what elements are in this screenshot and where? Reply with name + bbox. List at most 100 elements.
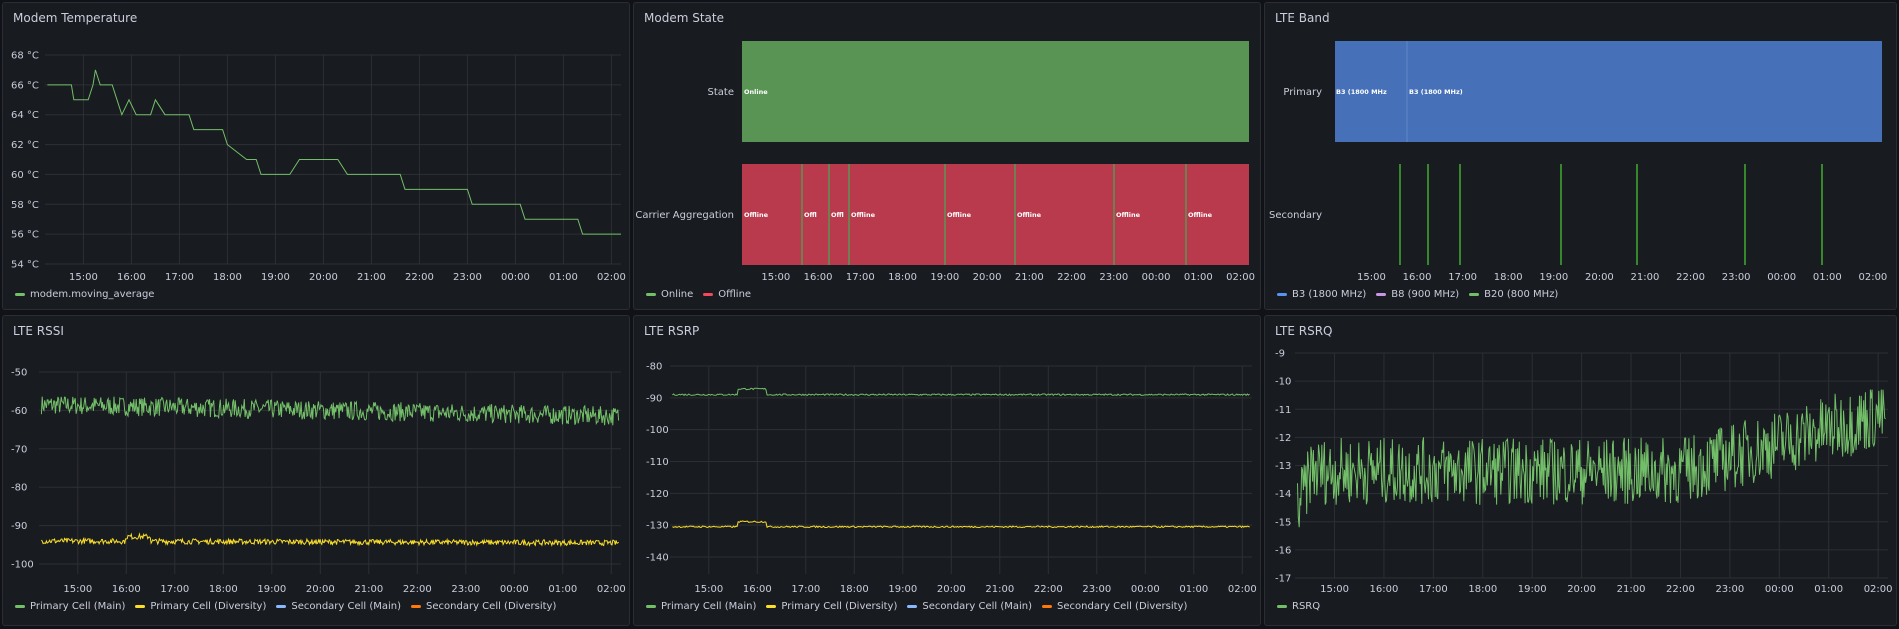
legend-label: Secondary Cell (Main) <box>922 601 1033 612</box>
x-tick-label: 16:00 <box>1370 584 1399 595</box>
legend-item[interactable]: Primary Cell (Main) <box>646 601 756 612</box>
legend-label: Primary Cell (Main) <box>661 601 757 612</box>
legend-item[interactable]: Secondary Cell (Diversity) <box>1042 601 1187 612</box>
x-tick-label: 02:00 <box>1864 584 1893 595</box>
x-tick-label: 22:00 <box>403 584 432 595</box>
lte-rsrq-chart[interactable]: -9 -10 -11 -12 -13 -14 -15 -16 -17 15:00 16:00 17:0… <box>1265 316 1896 625</box>
y-tick-label: -17 <box>1275 574 1291 585</box>
x-tick-label: 19:00 <box>1539 272 1568 283</box>
x-tick-label: 19:00 <box>261 272 290 283</box>
legend-swatch <box>15 605 25 608</box>
row-label-primary: Primary <box>1283 87 1322 98</box>
legend-item[interactable]: Primary Cell (Diversity) <box>766 601 897 612</box>
y-tick-label: -50 <box>11 368 27 379</box>
x-tick-label: 18:00 <box>1494 272 1523 283</box>
legend: Primary Cell (Main) Primary Cell (Diversi… <box>646 601 1187 612</box>
x-tick-label: 16:00 <box>112 584 141 595</box>
row-label-secondary: Secondary <box>1269 210 1322 221</box>
legend-label: B8 (900 MHz) <box>1391 289 1460 300</box>
x-tick-label: 00:00 <box>1765 584 1794 595</box>
x-tick-label: 18:00 <box>1468 584 1497 595</box>
x-tick-label: 19:00 <box>1518 584 1547 595</box>
panel-title: LTE RSSI <box>13 324 64 338</box>
state-online-bar <box>742 41 1249 142</box>
legend-item[interactable]: B8 (900 MHz) <box>1376 289 1459 300</box>
legend-item[interactable]: Secondary Cell (Main) <box>907 601 1032 612</box>
panel-lte-rsrq[interactable]: LTE RSRQ -9 -10 -11 -12 -13 -14 -15 -16 -17 15:00… <box>1264 315 1897 626</box>
legend-item[interactable]: Online <box>646 289 693 300</box>
y-tick-label: -11 <box>1275 405 1291 416</box>
y-tick-label: -100 <box>646 425 669 436</box>
panel-lte-rsrp[interactable]: LTE RSRP -80 -90 -100 -110 -120 -130 -140 15:00… <box>633 315 1261 626</box>
ca-bar-label: Offl <box>804 211 817 219</box>
panel-title: Modem Temperature <box>13 11 138 25</box>
y-tick-label: 54 °C <box>11 260 39 271</box>
legend-label: modem.moving_average <box>30 289 155 300</box>
x-tick-label: 20:00 <box>309 272 338 283</box>
y-tick-label: -70 <box>11 444 27 455</box>
x-tick-label: 19:00 <box>888 584 917 595</box>
x-tick-label: 02:00 <box>597 584 626 595</box>
legend-label: Secondary Cell (Diversity) <box>426 601 557 612</box>
legend-label: RSRQ <box>1292 601 1321 612</box>
x-tick-label: 18:00 <box>209 584 238 595</box>
x-tick-label: 22:00 <box>1676 272 1705 283</box>
y-tick-label: -80 <box>646 362 662 373</box>
x-tick-label: 20:00 <box>306 584 335 595</box>
rsrp-primary-diversity-line <box>672 520 1250 529</box>
lte-rsrp-chart[interactable]: -80 -90 -100 -110 -120 -130 -140 15:00 16:00 17:0… <box>634 316 1260 625</box>
state-bar-label: Online <box>744 88 768 96</box>
legend-swatch <box>1042 605 1053 608</box>
panel-title: LTE RSRQ <box>1275 324 1333 338</box>
x-tick-label: 15:00 <box>694 584 723 595</box>
x-tick-label: 16:00 <box>117 272 146 283</box>
y-tick-label: -15 <box>1275 517 1291 528</box>
lte-rssi-chart[interactable]: -50 -60 -70 -80 -90 -100 15:00 16:00 17:00 18:00 1… <box>3 316 629 625</box>
legend-item[interactable]: Secondary Cell (Diversity) <box>411 601 556 612</box>
x-tick-label: 00:00 <box>501 272 530 283</box>
primary-bar-label: B3 (1800 MHz <box>1336 88 1387 96</box>
legend-label: Online <box>661 289 694 300</box>
panel-lte-band[interactable]: LTE Band Primary Secondary B3 (1800 MHz B3 … <box>1264 2 1897 310</box>
x-tick-label: 00:00 <box>500 584 529 595</box>
x-tick-label: 23:00 <box>1715 584 1744 595</box>
modem-state-timeline[interactable]: State Carrier Aggregation Online Offline Off… <box>634 3 1260 309</box>
ca-bar-label: Offline <box>744 211 769 219</box>
x-tick-label: 01:00 <box>1184 272 1213 283</box>
panel-modem-temperature[interactable]: Modem Temperature 68 °C 66 °C 64 °C 62 °C 60… <box>2 2 630 310</box>
x-tick-label: 23:00 <box>1722 272 1751 283</box>
x-tick-label: 15:00 <box>761 272 790 283</box>
legend-item[interactable]: Primary Cell (Main) <box>15 601 125 612</box>
y-tick-label: 66 °C <box>11 80 39 91</box>
y-tick-label: -140 <box>646 553 669 564</box>
panel-title: LTE RSRP <box>644 324 700 338</box>
panel-lte-rssi[interactable]: LTE RSSI -50 -60 -70 -80 -90 -100 15:00 16:00 17… <box>2 315 630 626</box>
legend: Online Offline <box>646 289 751 300</box>
legend-item[interactable]: Offline <box>703 289 751 300</box>
legend-item[interactable]: Secondary Cell (Main) <box>276 601 401 612</box>
legend-item[interactable]: B20 (800 MHz) <box>1469 289 1558 300</box>
legend-item[interactable]: Primary Cell (Diversity) <box>135 601 266 612</box>
legend-label: Offline <box>718 289 752 300</box>
x-tick-label: 17:00 <box>1419 584 1448 595</box>
ca-bar-label: Offline <box>1188 211 1213 219</box>
legend: B3 (1800 MHz) B8 (900 MHz) B20 (800 MHz) <box>1277 289 1558 300</box>
x-tick-label: 23:00 <box>1099 272 1128 283</box>
ca-bar-label: Offline <box>1017 211 1042 219</box>
y-tick-label: 64 °C <box>11 110 39 121</box>
x-tick-label: 15:00 <box>69 272 98 283</box>
y-tick-label: -80 <box>11 483 27 494</box>
lte-band-timeline[interactable]: Primary Secondary B3 (1800 MHz B3 (1800 MHz… <box>1265 3 1896 309</box>
ca-bar-label: Offline <box>851 211 876 219</box>
legend-item[interactable]: B3 (1800 MHz) <box>1277 289 1366 300</box>
y-tick-label: 56 °C <box>11 230 39 241</box>
modem-temperature-chart[interactable]: 68 °C 66 °C 64 °C 62 °C 60 °C 58 °C 56 °C 54 °C… <box>3 3 629 309</box>
legend-label: Secondary Cell (Diversity) <box>1057 601 1188 612</box>
legend-item[interactable]: RSRQ <box>1277 601 1320 612</box>
y-tick-label: 62 °C <box>11 140 39 151</box>
x-tick-label: 21:00 <box>354 584 383 595</box>
legend-swatch <box>1277 605 1287 608</box>
panel-modem-state[interactable]: Modem State State Carrier Aggregation Onli… <box>633 2 1261 310</box>
legend-item[interactable]: modem.moving_average <box>15 289 154 300</box>
legend: Primary Cell (Main) Primary Cell (Diversi… <box>15 601 556 612</box>
